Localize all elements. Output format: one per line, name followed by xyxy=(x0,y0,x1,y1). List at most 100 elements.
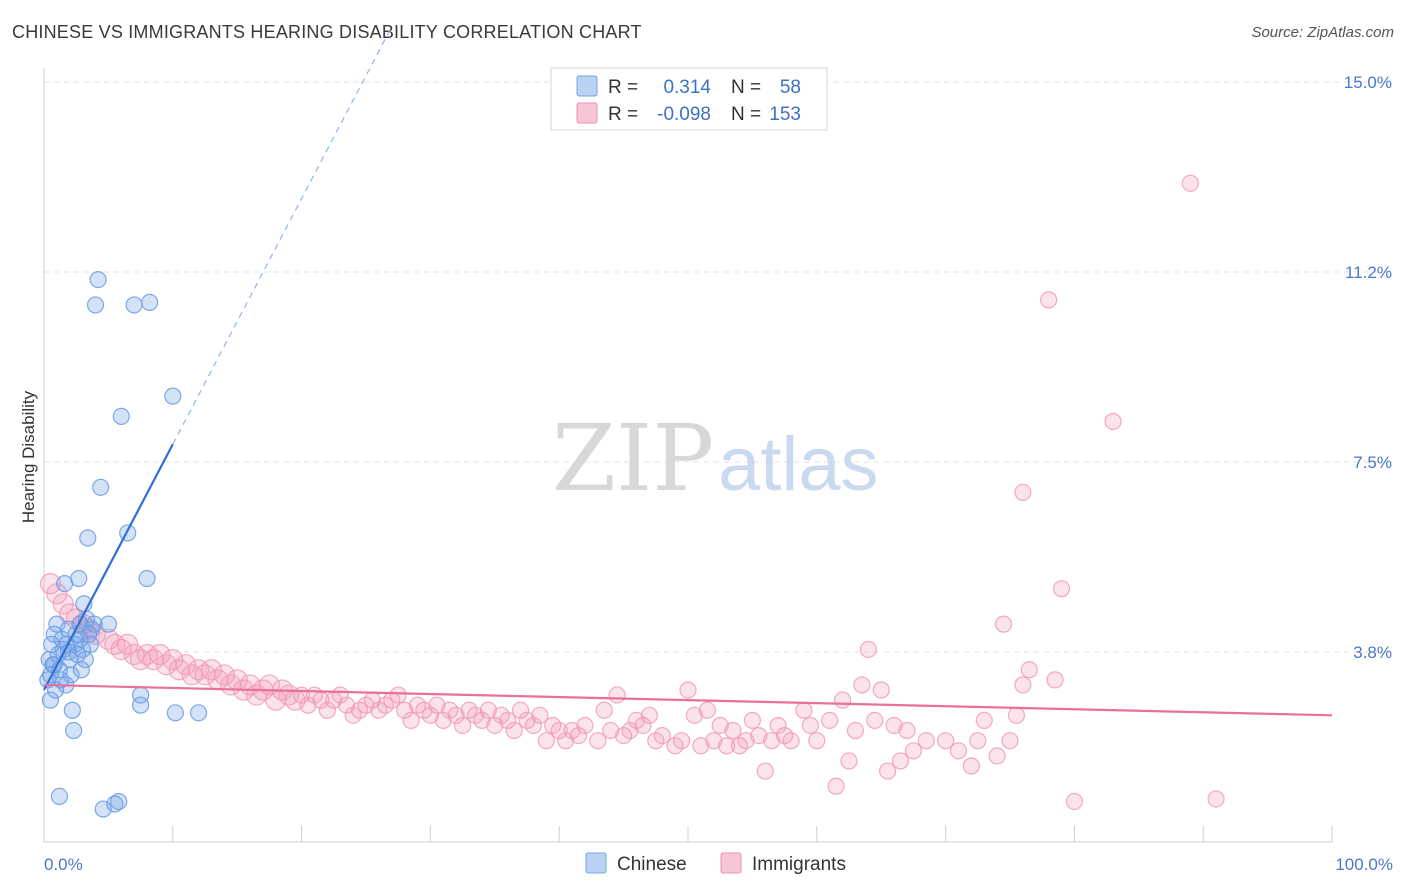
chinese-trend-line xyxy=(43,443,174,691)
immigrants-point xyxy=(531,706,549,724)
legend-n-value-1: 153 xyxy=(769,104,801,125)
immigrants-point xyxy=(511,701,530,719)
immigrants-point xyxy=(175,654,197,676)
chinese-point xyxy=(50,787,69,806)
legend-r-value-1: -0.098 xyxy=(657,104,711,125)
x-tick-label: 100.0% xyxy=(1335,855,1393,874)
stats-legend-swatch-chinese xyxy=(576,75,598,97)
immigrants-point xyxy=(421,706,439,724)
chinese-point xyxy=(63,701,81,719)
legend-r-label-1: R = xyxy=(608,104,638,125)
chinese-point xyxy=(62,666,80,684)
chinese-point xyxy=(164,387,182,405)
immigrants-point xyxy=(724,721,742,740)
chinese-point xyxy=(110,792,128,811)
watermark-atlas: atlas xyxy=(718,422,879,507)
legend-n-label-1: N = xyxy=(731,104,761,125)
immigrants-point xyxy=(936,732,955,750)
chinese-point xyxy=(72,661,90,679)
watermark-zip: ZIP xyxy=(552,405,714,512)
immigrants-point xyxy=(672,732,691,750)
immigrants-point xyxy=(200,659,223,681)
immigrants-point xyxy=(763,732,781,750)
immigrants-point xyxy=(589,732,607,750)
immigrants-point xyxy=(692,737,710,755)
immigrants-point xyxy=(756,762,774,780)
immigrants-point xyxy=(318,701,336,719)
immigrants-point xyxy=(479,701,497,719)
immigrants-point xyxy=(833,691,852,709)
immigrants-point xyxy=(904,742,923,760)
immigrants-point xyxy=(149,643,171,666)
legend-swatch-chinese xyxy=(585,852,607,874)
chinese-point xyxy=(76,650,94,669)
immigrants-point xyxy=(879,762,897,780)
y-tick-label: 15.0% xyxy=(1344,73,1392,92)
immigrants-point xyxy=(782,732,800,750)
immigrants-point xyxy=(428,696,446,714)
immigrants-point xyxy=(402,711,420,730)
immigrants-point xyxy=(389,686,407,704)
immigrants-point xyxy=(569,726,588,745)
immigrants-point xyxy=(1104,412,1122,431)
stats-legend: R = 0.314 N = 58 R = -0.098 N = 153 xyxy=(550,67,828,131)
legend-label-immigrants: Immigrants xyxy=(752,854,846,875)
chart-title: CHINESE VS IMMIGRANTS HEARING DISABILITY… xyxy=(12,22,642,42)
immigrants-point xyxy=(162,648,184,671)
watermark: ZIP atlas xyxy=(552,405,879,512)
immigrants-point xyxy=(962,757,980,775)
immigrants-point xyxy=(808,732,826,750)
immigrants-point xyxy=(872,681,890,699)
immigrants-point xyxy=(595,701,613,719)
immigrants-point xyxy=(602,721,620,740)
chinese-point xyxy=(81,635,99,654)
immigrants-point xyxy=(447,706,465,724)
immigrants-point xyxy=(1001,732,1019,750)
legend-n-label-0: N = xyxy=(731,77,761,98)
chinese-point xyxy=(79,529,97,547)
chinese-point xyxy=(41,691,60,709)
immigrants-point xyxy=(737,732,755,750)
immigrants-point xyxy=(1007,706,1026,724)
immigrants-point xyxy=(898,721,916,740)
immigrants-point xyxy=(499,711,517,730)
chinese-point xyxy=(141,293,159,311)
immigrants-point xyxy=(969,732,987,750)
immigrants-point xyxy=(711,716,729,735)
immigrants-trend-line xyxy=(43,683,1333,717)
chinese-point xyxy=(85,615,103,633)
immigrants-point xyxy=(801,716,819,735)
chinese-point xyxy=(138,569,156,588)
chinese-point xyxy=(112,407,130,425)
immigrants-point xyxy=(576,716,594,735)
immigrants-point xyxy=(840,752,858,770)
chinese-point xyxy=(86,296,105,314)
immigrants-point xyxy=(1046,671,1064,689)
immigrants-point xyxy=(1014,676,1032,694)
immigrants-point xyxy=(988,747,1006,765)
immigrants-point xyxy=(859,640,877,659)
immigrants-point xyxy=(1014,483,1032,501)
immigrants-point xyxy=(557,732,575,750)
immigrants-point xyxy=(524,716,543,735)
immigrants-point xyxy=(473,711,491,730)
chinese-point xyxy=(89,271,107,289)
immigrants-point xyxy=(679,681,697,699)
immigrants-point xyxy=(917,732,935,750)
immigrants-point xyxy=(718,737,736,755)
points-layer xyxy=(39,174,1225,818)
immigrants-point xyxy=(698,701,716,719)
immigrants-point xyxy=(634,716,652,735)
chinese-point xyxy=(132,696,150,714)
chinese-trend-extension xyxy=(172,26,393,445)
immigrants-point xyxy=(396,701,414,719)
chinese-point xyxy=(189,704,208,722)
immigrants-point xyxy=(299,696,317,714)
axis-layer: 15.0% 11.2% 7.5% 3.8% 0.0% 100.0% xyxy=(43,68,1393,874)
immigrants-point xyxy=(750,726,768,745)
immigrants-point xyxy=(949,742,968,760)
immigrants-point xyxy=(52,593,74,615)
immigrants-point xyxy=(685,706,704,724)
grid-layer xyxy=(44,81,1392,653)
immigrants-point xyxy=(866,711,884,730)
